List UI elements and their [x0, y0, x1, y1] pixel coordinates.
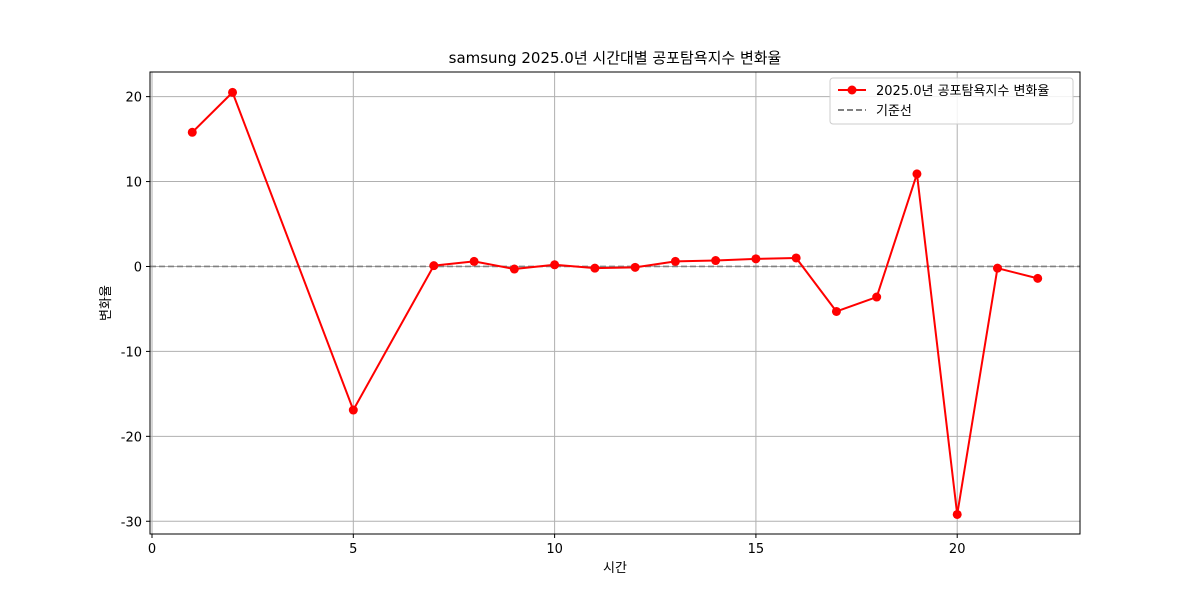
- series-layer: [187, 87, 1043, 519]
- data-point: [872, 292, 882, 302]
- data-point: [670, 256, 680, 266]
- x-axis-label: 시간: [603, 561, 627, 576]
- x-tick-label: 15: [748, 542, 765, 557]
- data-point: [1033, 273, 1043, 283]
- y-tick-label: -30: [121, 515, 142, 530]
- data-point: [791, 253, 801, 263]
- data-point: [228, 87, 238, 97]
- chart-title: samsung 2025.0년 시간대별 공포탐욕지수 변화율: [449, 49, 782, 67]
- y-tick-label: 20: [125, 91, 142, 106]
- data-point: [469, 256, 479, 266]
- y-axis-label: 변화율: [99, 285, 114, 321]
- series-line: [191, 91, 1038, 516]
- y-tick-label: 0: [134, 260, 142, 275]
- data-point: [348, 405, 358, 415]
- x-tick-label: 5: [349, 542, 357, 557]
- x-tick-label: 10: [546, 542, 563, 557]
- data-point: [831, 306, 841, 316]
- data-point: [630, 262, 640, 272]
- y-tick-label: -20: [121, 430, 142, 445]
- y-tick-label: 10: [125, 176, 142, 191]
- data-point: [992, 263, 1002, 273]
- legend-frame: [829, 77, 1074, 125]
- data-point: [550, 260, 560, 270]
- y-axis-ticks: -30 -20 -10 0 10 20: [121, 91, 150, 530]
- grid-layer: [150, 72, 1080, 534]
- legend: 2025.0년 공포탐욕지수 변화율 기준선: [829, 77, 1074, 125]
- x-axis-ticks: 0 5 10 15 20: [148, 534, 966, 557]
- data-point: [952, 509, 962, 519]
- x-tick-label: 0: [148, 542, 156, 557]
- data-point: [912, 169, 922, 179]
- data-point: [509, 264, 519, 274]
- legend-reference-label: 기준선: [876, 104, 912, 119]
- plot-frame: [149, 71, 1081, 535]
- data-point: [711, 256, 721, 266]
- legend-series-label: 2025.0년 공포탐욕지수 변화율: [876, 84, 1049, 99]
- data-point: [187, 127, 197, 137]
- data-point: [429, 261, 439, 271]
- data-point: [751, 254, 761, 264]
- y-tick-label: -10: [121, 345, 142, 360]
- legend-series-marker: [847, 85, 857, 95]
- x-tick-label: 20: [949, 542, 966, 557]
- data-point: [590, 263, 600, 273]
